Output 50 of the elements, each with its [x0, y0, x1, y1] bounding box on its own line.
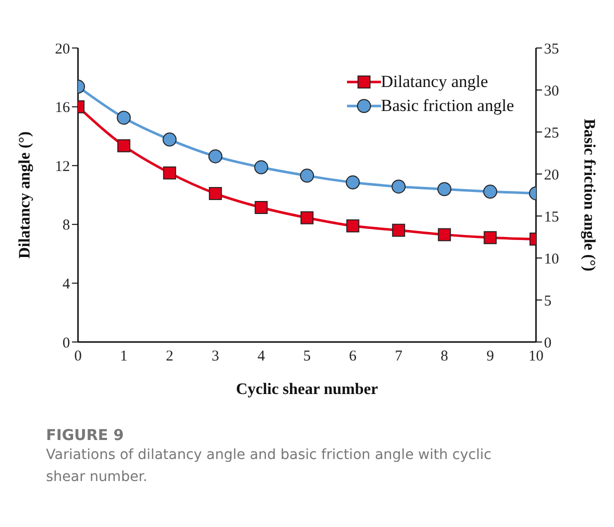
x-tick-label: 10: [528, 348, 544, 365]
text: Variations of dilatancy angle and basic friction angle with cyclic shear number.: [46, 446, 492, 487]
point: [254, 160, 268, 174]
point: [208, 149, 222, 164]
y2-tick-label: 10: [544, 251, 559, 268]
y-tick-label: 8: [62, 218, 70, 234]
y-tick-label: 4: [62, 276, 70, 293]
point: [438, 228, 451, 242]
point: [346, 175, 360, 190]
point: [346, 219, 360, 232]
x-tick-label: 5: [303, 348, 311, 365]
point: [392, 180, 406, 194]
x-tick-label: 4: [257, 348, 266, 365]
x-tick-label: 2: [166, 348, 174, 365]
x-tick-label: 9: [486, 348, 494, 365]
y2-tick-label: 5: [544, 293, 552, 310]
point: [300, 211, 314, 224]
y-tick-label: 16: [55, 100, 70, 116]
point: [254, 200, 268, 214]
x-axis-title: Cyclic shear number: [236, 381, 378, 398]
x-tick-label: 0: [74, 348, 82, 365]
y2-tick-label: 30: [544, 83, 559, 100]
text: FIGURE 9: [46, 426, 125, 444]
y2-tick-label: 15: [544, 209, 559, 226]
legend-label: Dilatancy angle: [380, 72, 488, 92]
x-tick-label: 8: [440, 348, 448, 365]
point: [483, 184, 498, 199]
point: [117, 139, 130, 152]
x-tick-label: 3: [212, 348, 220, 365]
y2-tick-label: 0: [544, 335, 552, 352]
y-tick-label: 0: [62, 335, 70, 352]
point: [116, 110, 131, 125]
legend-label: Basic friction angle: [380, 96, 514, 116]
point: [437, 182, 452, 196]
point: [300, 168, 314, 183]
y2-tick-label: 20: [544, 167, 559, 184]
point: [208, 187, 222, 200]
x-tick-label: 6: [349, 348, 358, 365]
point: [392, 224, 406, 237]
point: [484, 231, 497, 244]
y-tick-label: 12: [55, 158, 70, 175]
y2-tick-label: 35: [544, 41, 559, 58]
y-tick-label: 20: [55, 41, 70, 58]
point: [163, 166, 176, 180]
point: [162, 132, 177, 147]
x-tick-label: 7: [394, 348, 403, 365]
y2-axis-title: Basic friction angle (°): [580, 118, 598, 272]
x-tick-label: 1: [120, 348, 128, 365]
y-axis-title: Dilatancy angle (°): [16, 131, 34, 259]
y2-tick-label: 25: [544, 125, 559, 142]
